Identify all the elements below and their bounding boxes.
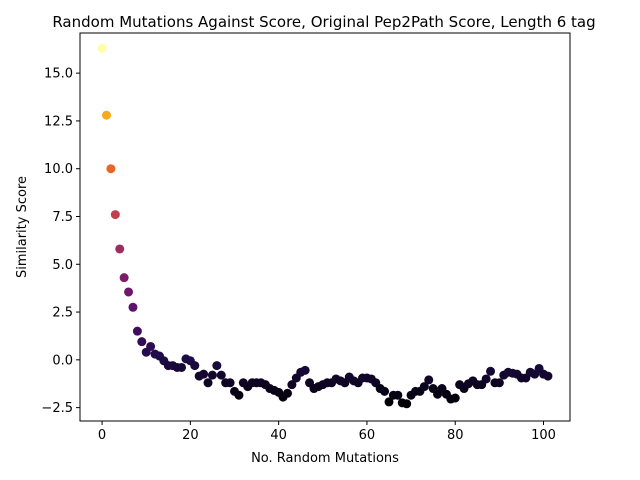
data-point [543,371,553,381]
y-tick-label: 5.0 [52,258,73,273]
data-point [384,397,394,407]
chart-title: Random Mutations Against Score, Original… [52,13,595,31]
y-tick-label: 2.5 [52,306,73,321]
data-point [225,378,235,388]
data-point [212,361,222,371]
data-point [402,399,412,409]
data-point [287,380,297,390]
y-tick-label: 12.5 [44,114,73,129]
y-tick-label: 15.0 [44,67,73,82]
data-point [106,164,116,174]
data-point [393,390,403,400]
data-point [481,374,491,384]
data-point [137,337,147,347]
data-point [110,210,120,220]
points-layer [97,43,553,409]
x-tick-label: 40 [270,428,287,443]
data-point [380,386,390,396]
data-point [177,362,187,372]
data-point [203,378,213,388]
x-axis: 0 20 40 60 80 100 [98,421,556,443]
data-point [101,110,111,120]
plot-area-frame [79,32,571,422]
x-tick-label: 20 [182,428,199,443]
data-point [132,326,142,336]
data-point [300,365,310,375]
data-point [424,375,434,385]
y-axis-label: Similarity Score [15,176,30,278]
y-axis: −2.5 0.0 2.5 5.0 7.5 10.0 12.5 15.0 [41,67,80,416]
data-point [486,366,496,376]
y-tick-label: 10.0 [44,162,73,177]
y-tick-label: 7.5 [52,210,73,225]
data-point [119,273,129,283]
data-point [190,361,200,371]
data-point [234,390,244,400]
data-point [199,369,209,379]
data-point [494,378,504,388]
x-axis-label: No. Random Mutations [251,451,399,466]
x-tick-label: 0 [98,428,106,443]
data-point [282,388,292,398]
data-point [450,393,460,403]
y-tick-label: −2.5 [41,401,73,416]
data-point [124,287,134,297]
data-point [207,370,217,380]
y-tick-label: 0.0 [52,353,73,368]
data-point [216,370,226,380]
data-point [146,341,156,351]
data-point [115,244,125,254]
x-tick-label: 60 [359,428,376,443]
data-point [97,43,107,53]
data-point [128,302,138,312]
data-point [419,382,429,392]
x-tick-label: 100 [531,428,556,443]
x-tick-label: 80 [447,428,464,443]
